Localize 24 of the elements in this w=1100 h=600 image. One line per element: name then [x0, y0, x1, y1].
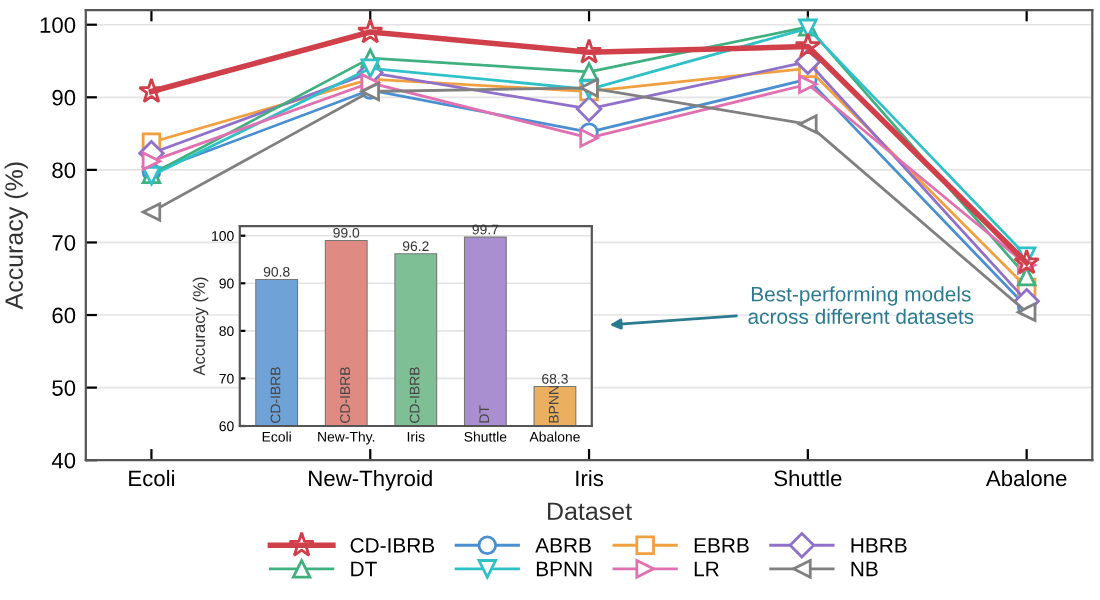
annotation: Best-performing models across different datasets	[748, 286, 974, 325]
x-tick-label: New-Thyroid	[309, 469, 432, 491]
legend-label: CD-IBRB	[350, 538, 435, 553]
x-tick-label: Ecoli	[129, 469, 175, 487]
y-axis-title: Accuracy (%)	[4, 162, 28, 310]
legend-label: BPNN	[536, 561, 592, 577]
x-tick-label: Abalone	[985, 469, 1067, 487]
x-axis-title: Dataset	[548, 502, 632, 521]
y-tick-label: 100	[40, 17, 76, 33]
y-tick-label: 90	[52, 89, 76, 106]
legend-label: EBRB	[694, 538, 749, 553]
x-tick-label: Shuttle	[774, 469, 842, 487]
y-tick-label: 70	[52, 234, 76, 251]
legend-label: HBRB	[851, 538, 907, 553]
y-tick-label: 60	[52, 307, 76, 324]
x-tick-label: Iris	[576, 469, 604, 487]
y-tick-label: 40	[51, 452, 76, 469]
y-tick-label: 80	[52, 162, 76, 179]
y-axis-title: Accuracy (%)	[192, 277, 209, 376]
legend-label: NB	[851, 561, 878, 577]
y-tick-label: 50	[52, 380, 76, 396]
legend-label: DT	[351, 561, 377, 577]
legend-label: LR	[694, 561, 719, 577]
legend-label: ABRB	[535, 538, 591, 553]
